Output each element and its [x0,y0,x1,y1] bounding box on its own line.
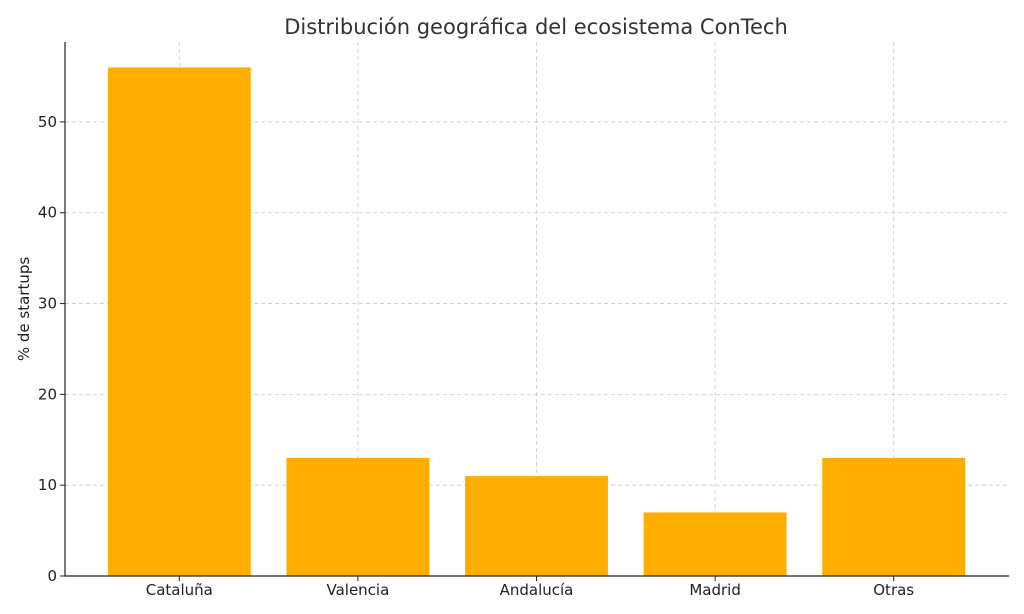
y-tick-label: 10 [38,476,57,494]
y-tick-label: 50 [38,113,57,131]
y-axis-label: % de startups [15,257,33,362]
bar [643,512,787,576]
bars [107,67,966,576]
bar [822,457,966,576]
x-tick-label: Otras [873,581,914,599]
y-ticks: 0 10 20 30 40 50 [38,113,65,585]
y-tick-label: 0 [47,567,57,585]
bar [286,457,430,576]
bar [465,476,608,576]
x-ticks: Cataluña Valencia Andalucía Madrid Otras [146,576,914,599]
y-tick-label: 30 [38,295,57,313]
bar [107,67,251,576]
y-tick-label: 40 [38,204,57,222]
x-tick-label: Valencia [326,581,389,599]
x-tick-label: Madrid [689,581,741,599]
x-tick-label: Cataluña [146,581,213,599]
y-tick-label: 20 [38,385,57,403]
x-tick-label: Andalucía [500,581,574,599]
chart-title: Distribución geográfica del ecosistema C… [284,15,788,39]
